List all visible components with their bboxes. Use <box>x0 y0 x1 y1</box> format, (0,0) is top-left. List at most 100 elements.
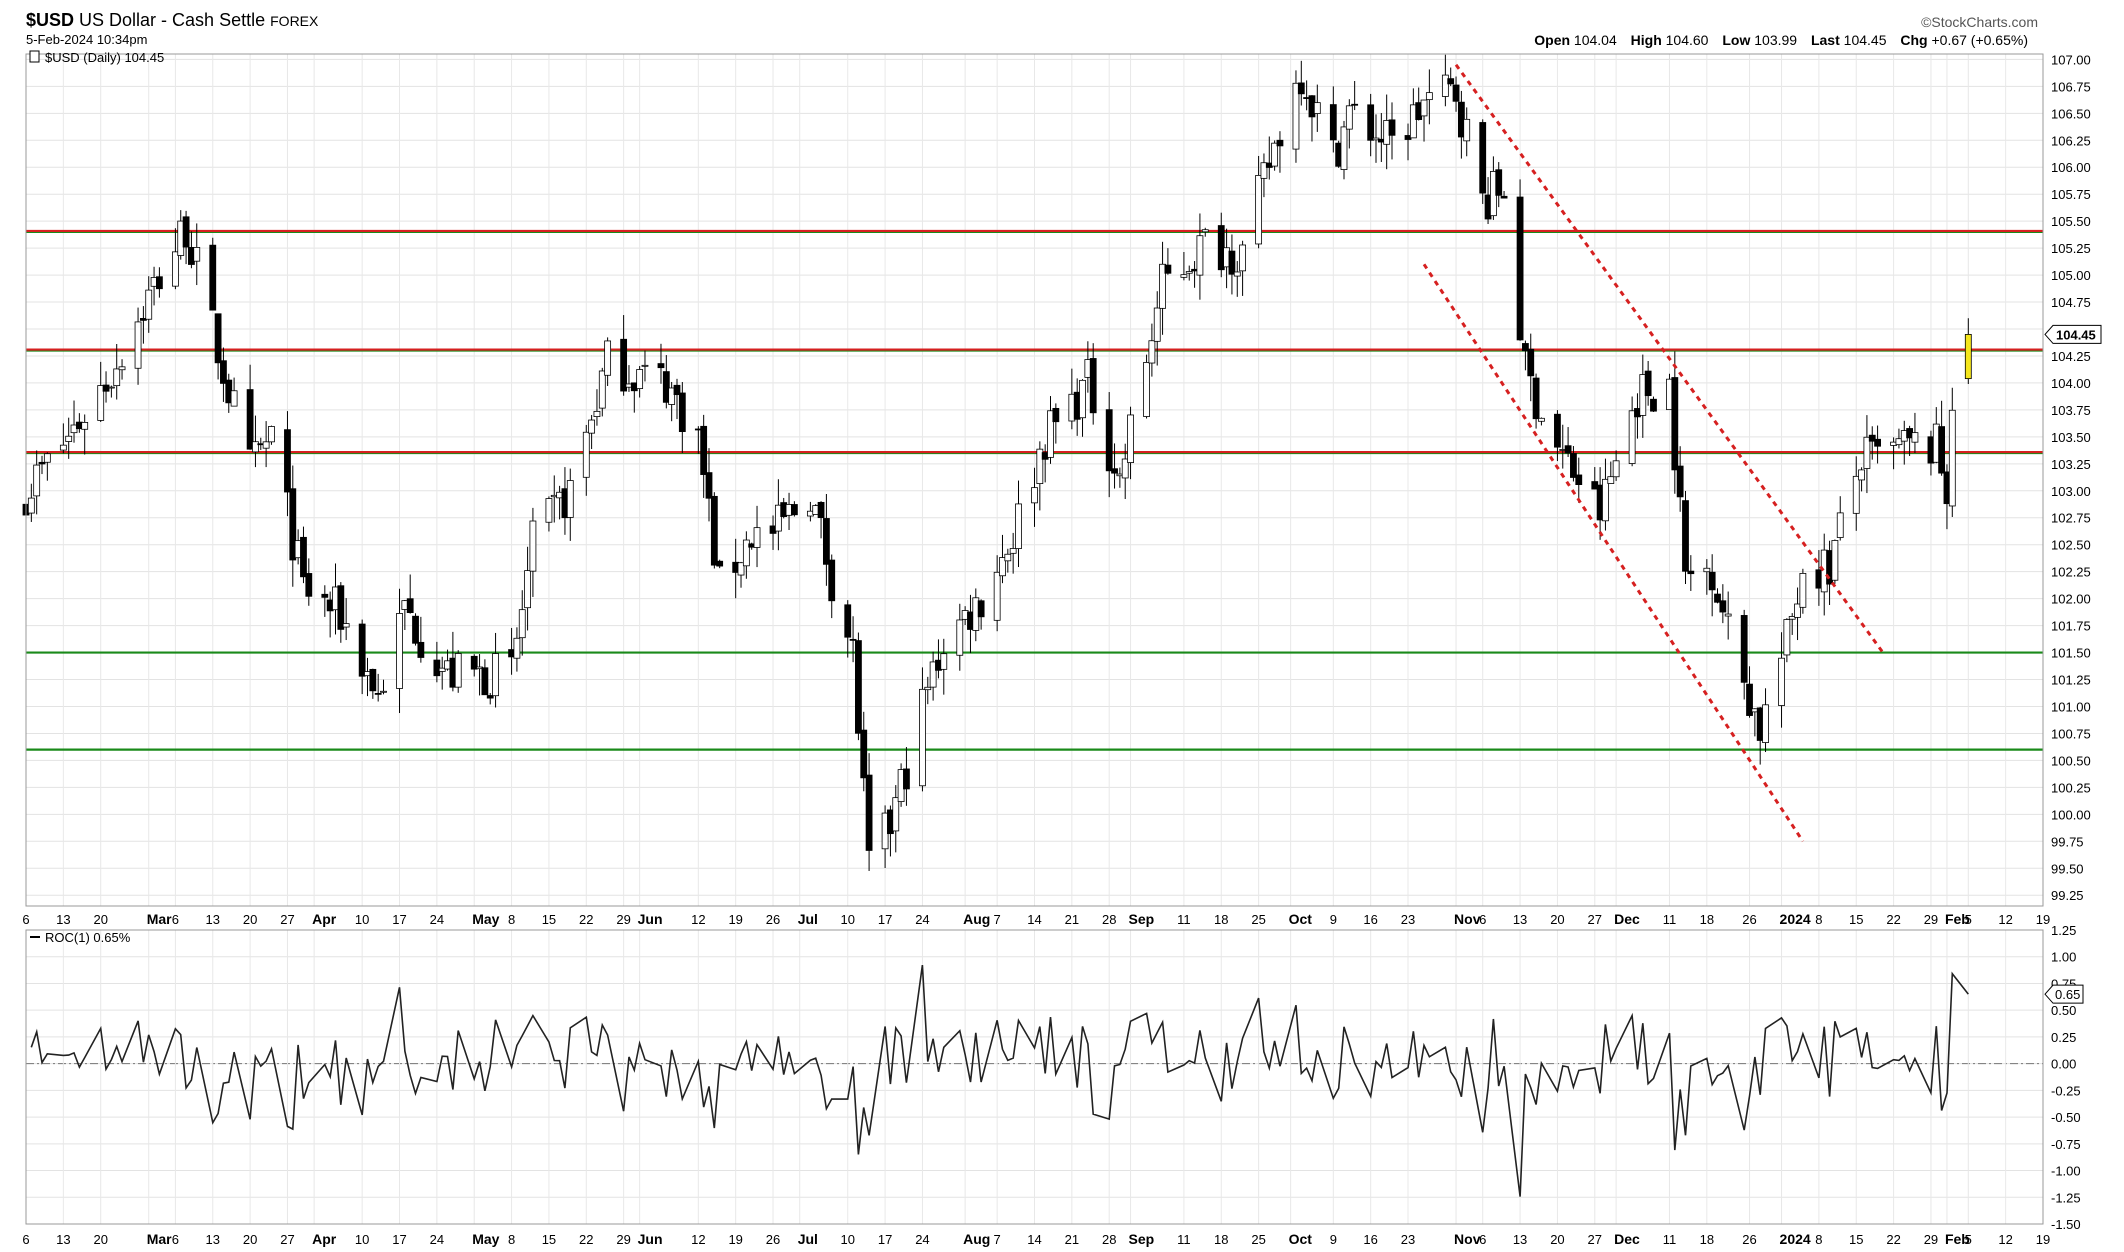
candle-body <box>956 619 964 656</box>
candle-body <box>598 370 606 409</box>
candle-body <box>1463 118 1471 142</box>
date-tick-label: 20 <box>243 1232 257 1247</box>
price-tick-label: 104.75 <box>2051 295 2091 310</box>
candle-body <box>1938 426 1946 474</box>
price-legend: $USD (Daily) 104.45 <box>29 50 164 65</box>
candle-body <box>524 570 531 609</box>
date-axis-bottom: 6 13 20 Mar 6 13 20 27 Apr 10 17 24 May 8 15 22 29 Jun 12 1… <box>22 1231 2050 1247</box>
date-tick-label: Apr <box>312 1231 337 1247</box>
date-tick-label: 15 <box>1849 912 1863 927</box>
candle-body <box>582 431 590 478</box>
support-resistance-lines <box>26 229 2043 751</box>
candle-body <box>1746 683 1753 716</box>
date-tick-label: 22 <box>579 1232 593 1247</box>
date-tick-label: 27 <box>1588 912 1602 927</box>
candle-body <box>262 441 270 449</box>
date-tick-label: 28 <box>1102 912 1116 927</box>
date-tick-label: 12 <box>691 912 705 927</box>
candle-body <box>1628 410 1636 464</box>
candle-body <box>1863 436 1871 469</box>
price-tick-label: 104.25 <box>2051 349 2091 364</box>
price-tick-label: 102.00 <box>2051 592 2091 607</box>
candle-body <box>289 488 297 561</box>
date-tick-label: Jun <box>638 911 663 927</box>
candle-body <box>1255 175 1263 245</box>
date-tick-label: 13 <box>206 912 220 927</box>
price-tick-label: 101.50 <box>2051 646 2091 661</box>
date-tick-label: 13 <box>1513 912 1527 927</box>
candle-body <box>716 560 724 567</box>
roc-tick-label: -0.50 <box>2051 1110 2081 1125</box>
candle-body <box>1479 122 1487 194</box>
price-tick-label: 99.75 <box>2051 834 2084 849</box>
candle-body <box>641 364 649 367</box>
candle-body <box>1329 104 1337 141</box>
candle-body <box>1607 476 1615 484</box>
date-tick-label: 28 <box>1102 1232 1116 1247</box>
price-legend-text: $USD (Daily) 104.45 <box>45 50 164 65</box>
price-tick-label: 106.75 <box>2051 79 2091 94</box>
candle-body <box>620 338 628 392</box>
candle-body <box>903 768 910 790</box>
price-tick-label: 104.00 <box>2051 376 2091 391</box>
candle-body <box>705 472 713 499</box>
price-tick-label: 102.75 <box>2051 511 2091 526</box>
candle-body <box>470 655 478 670</box>
candle-body <box>1874 438 1881 447</box>
date-tick-label: 7 <box>994 912 1001 927</box>
candle-body <box>1313 102 1321 114</box>
candle-body <box>817 501 825 519</box>
date-tick-label: 18 <box>1214 912 1228 927</box>
date-tick-label: 10 <box>355 1232 369 1247</box>
open-value: 104.04 <box>1573 32 1617 48</box>
candle-body <box>1532 377 1540 420</box>
candle-body <box>1500 195 1508 199</box>
price-tick-label: 100.75 <box>2051 726 2091 741</box>
candle-body <box>700 425 708 475</box>
date-tick-label: 17 <box>878 1232 892 1247</box>
candle-body <box>305 573 313 597</box>
candle-body <box>1852 475 1860 514</box>
date-tick-label: 8 <box>508 1232 515 1247</box>
candle-body <box>1153 307 1161 342</box>
candle-body <box>1127 414 1134 463</box>
last-label: Last <box>1810 32 1840 48</box>
high-value: 104.60 <box>1665 32 1709 48</box>
candle-body <box>113 368 121 387</box>
date-tick-label: 24 <box>915 1232 929 1247</box>
price-tick-label: 106.25 <box>2051 133 2091 148</box>
price-tick-label: 100.50 <box>2051 753 2091 768</box>
candle-body <box>214 313 222 364</box>
date-tick-label: 12 <box>691 1232 705 1247</box>
date-tick-label: 5 <box>1965 1232 1972 1247</box>
candle-body <box>268 426 275 443</box>
candle-body <box>1602 478 1609 522</box>
candle-body <box>172 251 179 287</box>
date-tick-label: 13 <box>56 1232 70 1247</box>
date-tick-label: 26 <box>766 1232 780 1247</box>
candle-body <box>193 247 201 262</box>
roc-tick-label: 0.25 <box>2051 1030 2076 1045</box>
date-tick-label: 20 <box>243 912 257 927</box>
date-tick-label: 27 <box>280 1232 294 1247</box>
candle-body <box>454 653 462 688</box>
date-tick-label: 29 <box>616 912 630 927</box>
candle-body <box>604 340 612 376</box>
roc-last-tag <box>2044 984 2084 1004</box>
date-tick-label: 10 <box>841 1232 855 1247</box>
price-tick-label: 102.50 <box>2051 538 2091 553</box>
candle-body <box>1778 657 1785 706</box>
date-tick-label: 15 <box>1849 1232 1863 1247</box>
candle-body <box>1271 142 1279 167</box>
roc-grid <box>25 929 2044 1225</box>
candle-body <box>518 609 526 639</box>
candle-body <box>1047 410 1054 458</box>
candle-body <box>1564 445 1572 454</box>
candle-body <box>892 797 900 832</box>
date-tick-label: 6 <box>172 1232 179 1247</box>
candle-body <box>1687 570 1695 575</box>
date-tick-label: 20 <box>1550 912 1564 927</box>
candle-body <box>1143 362 1150 417</box>
candle-body <box>134 321 142 369</box>
candle-body <box>1650 398 1657 412</box>
